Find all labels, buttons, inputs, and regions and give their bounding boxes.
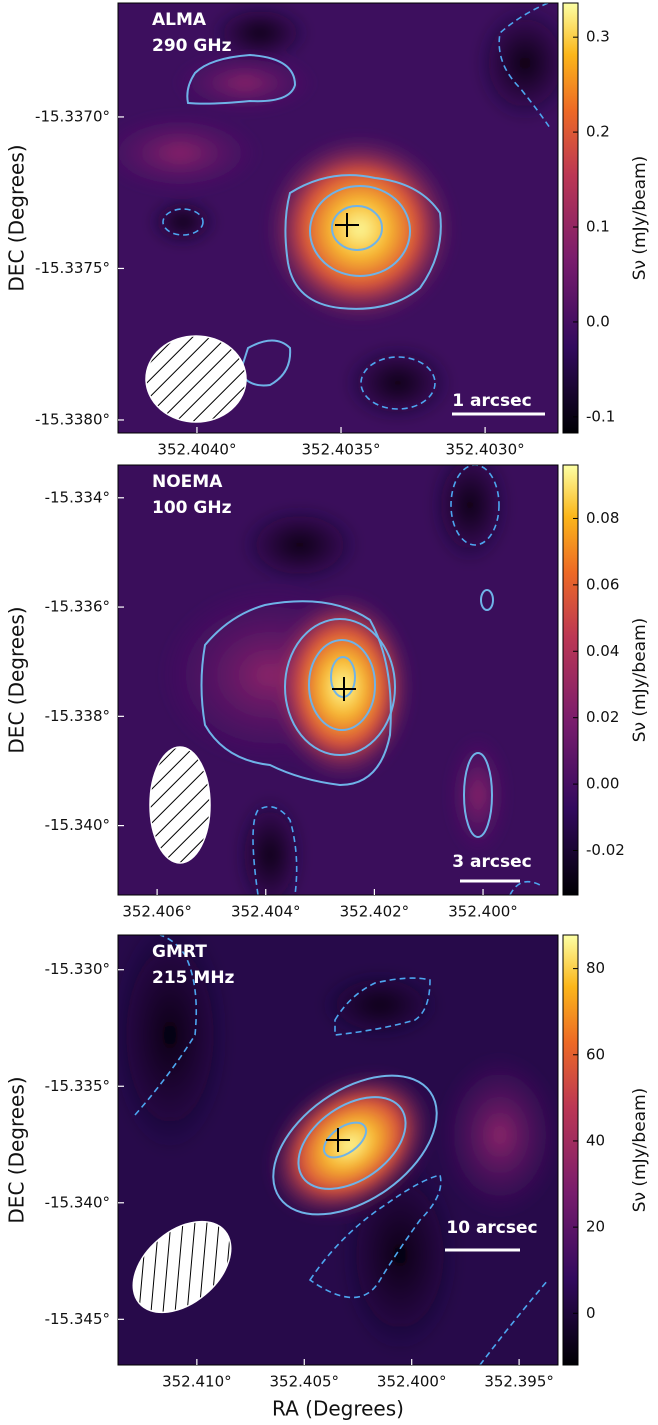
colorbar xyxy=(562,2,579,434)
x-tick-label: 352.405° xyxy=(270,1373,340,1391)
colorbar-tick-label: -0.02 xyxy=(586,841,625,859)
image xyxy=(118,465,558,895)
colorbar-tick-label: 0.3 xyxy=(586,28,610,46)
y-tick-label: -15.3375° xyxy=(35,259,110,277)
scale-bar-label: 3 arcsec xyxy=(452,852,531,872)
y-tick-label: -15.340° xyxy=(45,1193,110,1211)
x-tick-label: 352.400° xyxy=(448,903,518,921)
y-tick-label: -15.345° xyxy=(45,1310,110,1328)
colorbar-tick-label: 0 xyxy=(586,1304,596,1322)
colorbar-tick-label: 0.02 xyxy=(586,708,619,726)
y-tick-label: -15.3380° xyxy=(35,410,110,428)
x-tick-label: 352.410° xyxy=(162,1373,232,1391)
colorbar-tick-label: 0.0 xyxy=(586,312,610,330)
colorbar-label: Sν (mJy/beam) xyxy=(630,1088,650,1213)
y-axis-label: DEC (Degrees) xyxy=(5,1076,29,1223)
image-frame xyxy=(117,934,559,1366)
y-tick-label: -15.334° xyxy=(45,488,110,506)
y-tick-label: -15.340° xyxy=(45,816,110,834)
image xyxy=(118,935,558,1365)
y-tick-label: -15.330° xyxy=(45,960,110,978)
colorbar-tick-label: 0.08 xyxy=(586,509,619,527)
x-tick-label: 352.402° xyxy=(340,903,410,921)
colorbar-label: Sν (mJy/beam) xyxy=(630,156,650,281)
y-axis-label: DEC (Degrees) xyxy=(5,606,29,753)
colorbar-tick-label: 20 xyxy=(586,1218,605,1236)
annotation: 100 GHz xyxy=(152,498,232,518)
panel: NOEMA 100 GHz 3 arcsec 352.406° 352.404° 352.… xyxy=(5,464,650,921)
x-tick-label: 352.4040° xyxy=(157,441,236,459)
annotation: NOEMA xyxy=(152,472,223,492)
panel: GMRT 215 MHz 10 arcsec 352.410° 352.405° 352.… xyxy=(5,934,650,1421)
colorbar xyxy=(562,464,579,896)
annotation: 215 MHz xyxy=(152,968,235,988)
colorbar-tick-label: 40 xyxy=(586,1131,605,1149)
x-tick-label: 352.395° xyxy=(484,1373,554,1391)
colorbar-tick-label: 0.1 xyxy=(586,218,610,236)
annotation: GMRT xyxy=(152,942,207,962)
x-tick-label: 352.400° xyxy=(377,1373,447,1391)
colorbar-tick-label: 0.04 xyxy=(586,642,619,660)
annotation: ALMA xyxy=(152,10,207,30)
image-frame xyxy=(117,464,559,896)
colorbar-tick-label: 0.2 xyxy=(586,123,610,141)
annotation: 290 GHz xyxy=(152,36,232,56)
colorbar-label: Sν (mJy/beam) xyxy=(630,618,650,743)
colorbar-tick-label: -0.1 xyxy=(586,407,615,425)
x-tick-label: 352.4030° xyxy=(446,441,525,459)
scale-bar-label: 10 arcsec xyxy=(446,1218,537,1238)
colorbar-tick-label: 80 xyxy=(586,959,605,977)
x-tick-label: 352.4035° xyxy=(301,441,380,459)
y-tick-label: -15.336° xyxy=(45,598,110,616)
y-axis-label: DEC (Degrees) xyxy=(5,144,29,291)
panel: ALMA 290 GHz 1 arcsec 352.4040° 352.4035° 352… xyxy=(5,2,650,459)
y-tick-label: -15.335° xyxy=(45,1077,110,1095)
scale-bar-label: 1 arcsec xyxy=(452,391,531,411)
y-tick-label: -15.3370° xyxy=(35,107,110,125)
image xyxy=(118,3,558,433)
colorbar xyxy=(562,934,579,1366)
x-tick-label: 352.404° xyxy=(231,903,301,921)
colorbar-tick-label: 60 xyxy=(586,1045,605,1063)
colorbar-tick-label: 0.00 xyxy=(586,775,619,793)
colorbar-tick-label: 0.06 xyxy=(586,575,619,593)
x-axis-label: RA (Degrees) xyxy=(272,1397,404,1421)
image-frame xyxy=(117,2,559,434)
x-tick-label: 352.406° xyxy=(122,903,192,921)
y-tick-label: -15.338° xyxy=(45,707,110,725)
